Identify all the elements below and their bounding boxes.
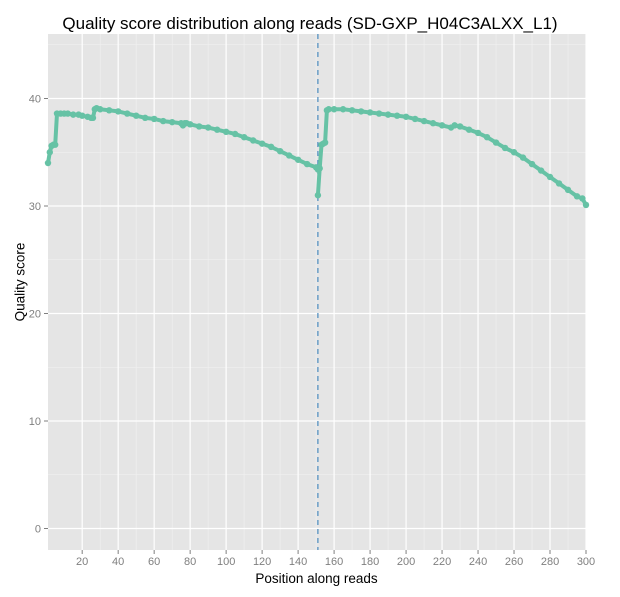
x-axis-title: Position along reads [255,571,378,586]
series-point [465,126,473,133]
x-tick-label: 160 [325,556,343,568]
series-point [249,137,257,144]
y-tick-label: 40 [29,94,41,106]
series-point [438,122,446,129]
series-point [204,124,212,131]
series-point [132,112,140,119]
series-point [528,160,536,168]
x-tick-label: 300 [577,556,595,568]
series-point [519,154,527,161]
series-point [64,110,71,117]
series-point [564,186,572,194]
series-point [420,117,428,125]
series-point [582,201,590,209]
x-tick-label: 180 [361,556,379,568]
series-point [348,107,356,114]
series-point [69,111,77,118]
series-point [78,112,86,119]
series-point [411,115,419,123]
series-point [168,118,176,126]
x-tick-label: 220 [433,556,451,568]
x-tick-label: 280 [541,556,559,568]
series-point [537,167,545,174]
series-point [384,111,392,118]
series-point [393,112,401,119]
series-point [51,141,59,148]
y-tick-label: 30 [29,201,41,213]
x-tick-label: 200 [397,556,415,568]
series-point [303,160,311,168]
series-point [46,149,53,156]
series-point [195,123,203,130]
x-tick-label: 260 [505,556,523,568]
x-tick-label: 60 [148,556,160,568]
series-point [321,139,329,146]
x-tick-label: 100 [217,556,235,568]
series-point [231,130,239,138]
series-point [150,115,158,123]
series-point [456,123,464,130]
series-point [339,106,347,113]
series-point [375,110,383,117]
series-point [285,152,293,159]
series-point [357,108,365,115]
series-point [89,114,97,122]
x-tick-label: 80 [184,556,196,568]
series-point [294,156,302,163]
y-tick-label: 0 [35,524,41,536]
series-point [213,126,221,133]
series-point [44,159,52,167]
y-tick-label: 20 [29,309,41,321]
series-point [105,107,113,114]
x-tick-label: 40 [112,556,124,568]
y-tick-label: 10 [29,416,41,428]
series-point [573,193,581,200]
series-point [325,106,332,113]
series-point [510,149,518,156]
x-tick-label: 120 [253,556,271,568]
series-point [474,129,482,137]
series-point [114,108,122,115]
series-point [492,139,500,146]
series-point [240,134,248,141]
series-point [96,106,104,113]
series-point [276,147,284,155]
x-tick-label: 20 [76,556,88,568]
series-point [330,106,338,113]
x-tick-label: 240 [469,556,487,568]
series-point [159,117,167,125]
series-point [451,122,458,129]
series-point [314,192,322,199]
series-point [501,144,509,152]
series-point [141,114,149,122]
series-point [267,143,275,151]
series-point [555,180,563,187]
series-point [316,165,323,172]
series-point [429,120,437,127]
series-point [402,113,410,120]
series-point [123,110,131,117]
series-point [186,121,194,128]
series-point [366,109,374,116]
series-point [222,128,230,136]
y-axis-title: Quality score [12,242,28,322]
series-point [546,173,554,181]
series-point [258,140,266,147]
series-point [483,134,491,141]
series-point [579,195,586,202]
chart-title: Quality score distribution along reads (… [62,14,558,33]
x-tick-label: 140 [289,556,307,568]
